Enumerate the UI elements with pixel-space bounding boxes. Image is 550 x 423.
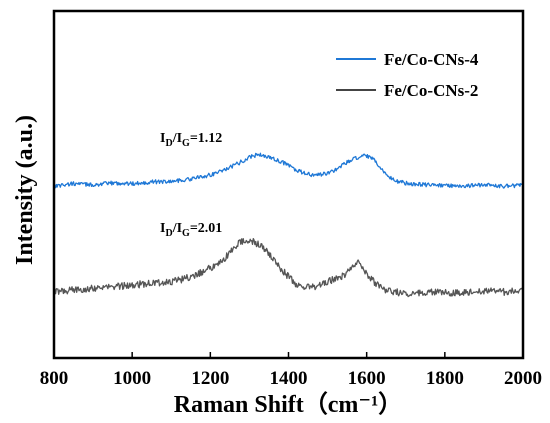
x-tick-label: 1200 (191, 368, 229, 389)
x-axis-title: Raman Shift（cm⁻¹） (174, 391, 403, 418)
legend-label-series-1: Fe/Co-CNs-4 (384, 50, 479, 69)
x-tick-label: 1600 (348, 368, 386, 389)
y-axis-title: Intensity (a.u.) (12, 115, 38, 265)
x-axis-ticks: 800 1000 1200 1400 1600 1800 2000 (40, 352, 542, 389)
x-tick-label: 800 (40, 368, 69, 389)
series-line-2 (53, 237, 524, 298)
legend: Fe/Co-CNs-4 Fe/Co-CNs-2 (336, 50, 479, 100)
annotation-series-2: ID/IG=2.01 (160, 221, 222, 239)
x-tick-label: 2000 (504, 368, 542, 389)
legend-label-series-2: Fe/Co-CNs-2 (384, 81, 478, 100)
series-line-1 (53, 152, 524, 189)
series-layer (53, 152, 524, 298)
x-tick-label: 1800 (426, 368, 464, 389)
annotation-series-1: ID/IG=1.12 (160, 131, 222, 149)
x-tick-label: 1000 (113, 368, 151, 389)
x-tick-label: 1400 (270, 368, 308, 389)
